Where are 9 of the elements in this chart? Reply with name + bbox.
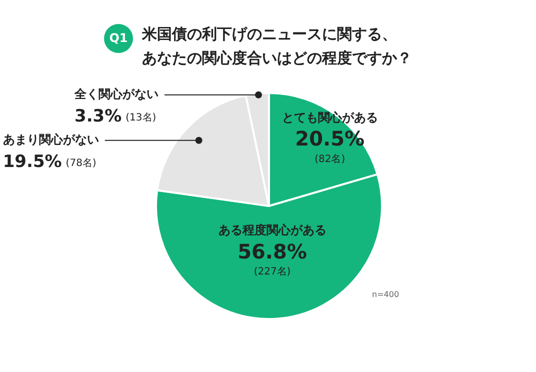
data-label: 3.3% (13名): [74, 106, 156, 126]
slice-label: 全く関心がない: [73, 86, 158, 101]
slice-label: ある程度関心がある: [218, 223, 326, 238]
chart-subtitle: Q1: [104, 24, 133, 53]
text: n=400: [372, 290, 400, 299]
chart-title: 米国債の利下げのニュースに関する、あなたの関心度合いはどの程度ですか？: [142, 24, 413, 69]
data-label: 19.5% (78名): [2, 152, 96, 172]
data-label: 56.8% (227名): [238, 239, 307, 278]
slice-label: あまり関心がない: [2, 132, 99, 147]
